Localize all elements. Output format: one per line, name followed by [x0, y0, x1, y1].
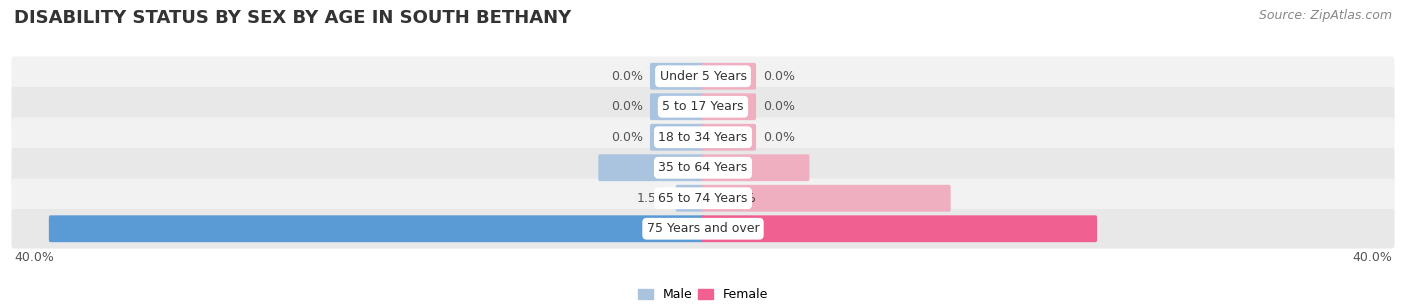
FancyBboxPatch shape — [11, 56, 1395, 96]
Text: 0.0%: 0.0% — [610, 70, 643, 83]
Text: 0.0%: 0.0% — [763, 70, 796, 83]
FancyBboxPatch shape — [11, 117, 1395, 157]
FancyBboxPatch shape — [650, 124, 704, 151]
FancyBboxPatch shape — [702, 124, 756, 151]
Text: 75 Years and over: 75 Years and over — [647, 222, 759, 235]
Text: 0.0%: 0.0% — [763, 100, 796, 113]
FancyBboxPatch shape — [650, 63, 704, 90]
Text: 22.8%: 22.8% — [717, 222, 756, 235]
Text: 14.3%: 14.3% — [717, 192, 756, 205]
Text: 0.0%: 0.0% — [610, 131, 643, 144]
Text: 6.0%: 6.0% — [658, 161, 689, 174]
Text: Source: ZipAtlas.com: Source: ZipAtlas.com — [1258, 9, 1392, 22]
Text: 40.0%: 40.0% — [14, 251, 53, 264]
FancyBboxPatch shape — [11, 87, 1395, 127]
Text: 0.0%: 0.0% — [610, 100, 643, 113]
FancyBboxPatch shape — [49, 215, 704, 242]
FancyBboxPatch shape — [702, 154, 810, 181]
Legend: Male, Female: Male, Female — [633, 283, 773, 305]
Text: DISABILITY STATUS BY SEX BY AGE IN SOUTH BETHANY: DISABILITY STATUS BY SEX BY AGE IN SOUTH… — [14, 9, 571, 27]
Text: 37.9%: 37.9% — [650, 222, 689, 235]
FancyBboxPatch shape — [599, 154, 704, 181]
Text: Under 5 Years: Under 5 Years — [659, 70, 747, 83]
FancyBboxPatch shape — [11, 178, 1395, 218]
Text: 65 to 74 Years: 65 to 74 Years — [658, 192, 748, 205]
Text: 35 to 64 Years: 35 to 64 Years — [658, 161, 748, 174]
FancyBboxPatch shape — [702, 185, 950, 212]
Text: 18 to 34 Years: 18 to 34 Years — [658, 131, 748, 144]
FancyBboxPatch shape — [11, 148, 1395, 188]
FancyBboxPatch shape — [676, 185, 704, 212]
Text: 40.0%: 40.0% — [1353, 251, 1392, 264]
Text: 6.1%: 6.1% — [717, 161, 748, 174]
FancyBboxPatch shape — [702, 215, 1097, 242]
Text: 5 to 17 Years: 5 to 17 Years — [662, 100, 744, 113]
FancyBboxPatch shape — [702, 63, 756, 90]
Text: 1.5%: 1.5% — [637, 192, 669, 205]
FancyBboxPatch shape — [11, 209, 1395, 249]
FancyBboxPatch shape — [650, 93, 704, 120]
Text: 0.0%: 0.0% — [763, 131, 796, 144]
FancyBboxPatch shape — [702, 93, 756, 120]
